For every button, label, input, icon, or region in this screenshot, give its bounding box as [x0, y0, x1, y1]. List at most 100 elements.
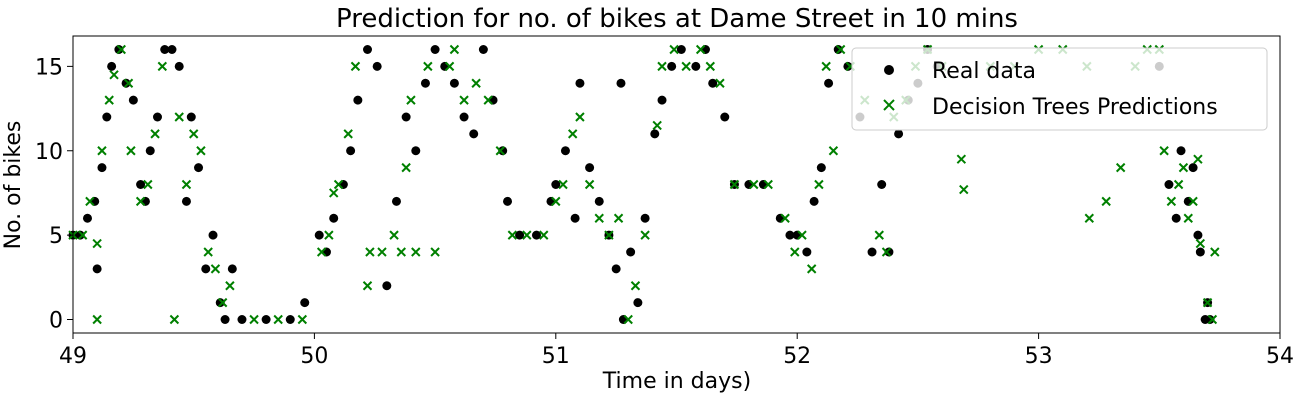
y-tick-label: 15 [35, 55, 63, 80]
data-point-prediction [715, 78, 725, 88]
data-point-real [792, 230, 802, 240]
data-point-prediction [959, 184, 969, 195]
data-point-real [440, 61, 450, 71]
data-point-real [220, 315, 230, 324]
data-point-prediction [1101, 196, 1111, 207]
data-point-prediction [1166, 196, 1177, 207]
data-point-real [478, 45, 488, 54]
x-tick-label: 50 [300, 344, 328, 369]
data-point-prediction [92, 314, 102, 325]
data-point-real [498, 146, 508, 156]
x-tick-label: 52 [783, 344, 811, 369]
data-point-prediction [1210, 247, 1220, 257]
x-tick-label: 51 [542, 344, 570, 369]
data-point-real [676, 45, 686, 54]
data-point-prediction [640, 230, 650, 240]
data-point-real [237, 315, 247, 324]
data-point-real [401, 112, 411, 122]
data-point-real [775, 213, 785, 223]
data-point-real [618, 315, 628, 324]
data-point-prediction [333, 179, 344, 190]
data-point-real [640, 213, 650, 223]
data-point-real [488, 95, 498, 105]
data-point-prediction [92, 238, 102, 249]
data-point-prediction [297, 314, 308, 325]
data-point-prediction [169, 314, 180, 325]
data-point-prediction [630, 281, 641, 291]
data-point-real [1183, 196, 1193, 206]
data-point-real [181, 196, 191, 206]
data-point-prediction [343, 129, 353, 139]
data-point-prediction [316, 247, 327, 257]
data-point-real [1176, 146, 1186, 156]
data-point-real [102, 112, 112, 122]
data-point-real [75, 230, 85, 240]
data-point-prediction [324, 230, 334, 240]
data-point-real [321, 247, 331, 257]
data-point-real [594, 196, 604, 206]
data-point-prediction [249, 314, 259, 325]
data-point-prediction [1202, 297, 1213, 308]
data-point-real [560, 146, 570, 156]
data-point-real [186, 112, 196, 122]
data-point-prediction [423, 61, 433, 72]
data-point-prediction [705, 61, 716, 72]
data-point-prediction [1115, 162, 1126, 173]
data-point-real [90, 196, 100, 206]
data-point-real [114, 45, 124, 54]
data-point-prediction [594, 213, 604, 223]
data-point-prediction [203, 247, 213, 257]
data-point-real [503, 196, 513, 206]
data-point-prediction [97, 146, 107, 156]
y-tick-label: 10 [35, 140, 63, 165]
data-point-real [616, 78, 626, 88]
legend-marker-real-data [884, 65, 894, 75]
data-point-prediction [522, 230, 532, 240]
data-point-prediction [507, 230, 518, 240]
data-point-real [570, 213, 580, 223]
y-axis: 0 5 10 15 [35, 55, 73, 334]
plot-frame [72, 35, 1281, 334]
data-point-prediction [814, 179, 824, 190]
data-point-prediction [551, 196, 561, 207]
data-point-prediction [483, 95, 493, 105]
data-point-real [329, 213, 339, 223]
data-point-prediction [365, 247, 375, 257]
data-point-prediction [196, 146, 206, 156]
data-point-prediction [85, 196, 95, 207]
data-point-real [136, 180, 146, 189]
data-point-prediction [217, 297, 228, 308]
data-point-real [1193, 230, 1203, 240]
legend-box [851, 47, 1268, 131]
data-point-prediction [558, 179, 568, 190]
data-point-prediction [539, 230, 549, 240]
data-point-prediction [780, 213, 790, 223]
data-point-prediction [77, 230, 88, 240]
data-point-real [82, 213, 92, 223]
data-point-real [657, 95, 667, 105]
y-tick-label: 5 [49, 224, 63, 249]
data-point-prediction [471, 78, 481, 88]
data-point-prediction [695, 44, 706, 55]
data-point-real [160, 45, 170, 54]
data-point-prediction [790, 247, 800, 257]
data-point-prediction [449, 44, 460, 55]
data-point-prediction [273, 314, 283, 325]
legend: Real data Decision Trees Predictions [851, 47, 1268, 131]
data-point-real [346, 146, 356, 156]
data-point-prediction [329, 188, 339, 198]
data-point-real [758, 180, 768, 189]
data-point-real [877, 180, 887, 189]
data-point-real [372, 61, 382, 71]
data-point-real [546, 196, 556, 206]
data-point-real [391, 196, 401, 206]
data-point-real [430, 45, 440, 54]
data-point-prediction [584, 179, 595, 190]
data-point-prediction [389, 230, 399, 240]
data-point-prediction [1207, 314, 1218, 325]
data-point-prediction [652, 120, 662, 131]
data-point-real [809, 196, 819, 206]
data-point-real [194, 163, 204, 173]
data-point-real [201, 264, 211, 274]
data-point-prediction [116, 44, 126, 55]
